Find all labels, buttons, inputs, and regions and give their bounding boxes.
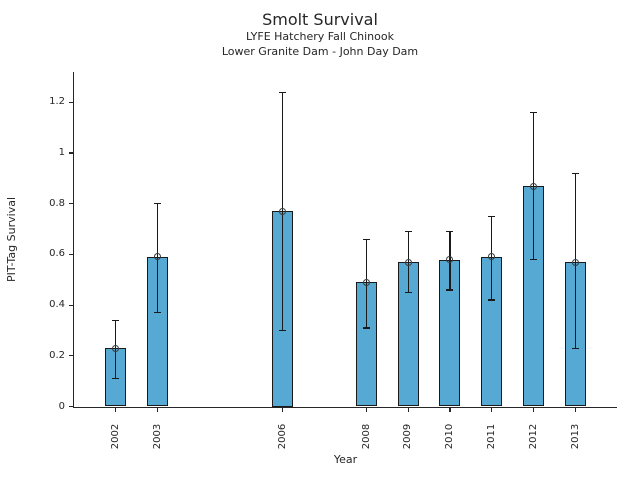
x-axis-label: Year — [333, 453, 358, 466]
marker-2009 — [404, 258, 412, 266]
x-tick-label-text: 2012 — [527, 423, 539, 450]
marker-2006 — [279, 207, 287, 215]
x-tick-label-text: 2011 — [486, 423, 498, 450]
error-cap-bottom-2002 — [112, 378, 120, 380]
y-axis-spine — [72, 72, 74, 408]
x-tick-label: 2006 — [276, 413, 290, 461]
y-tick-mark — [68, 405, 73, 408]
x-tick-label-text: 2013 — [569, 423, 581, 450]
chart-subtitle-line2: Lower Granite Dam - John Day Dam — [221, 45, 419, 58]
x-tick-mark — [449, 407, 451, 412]
y-tick-mark — [68, 152, 73, 154]
error-cap-top-2008 — [362, 238, 370, 240]
x-tick-label: 2008 — [359, 413, 373, 461]
y-tick-mark — [68, 101, 73, 103]
y-tick-label: 0.2 — [49, 349, 65, 361]
y-tick-mark — [68, 203, 73, 205]
marker-2003 — [154, 253, 162, 261]
x-tick-mark — [115, 407, 117, 412]
marker-2011 — [488, 253, 496, 261]
x-tick-label-text: 2006 — [277, 423, 289, 450]
marker-2012 — [529, 182, 537, 190]
x-tick-label: 2013 — [568, 413, 582, 461]
error-cap-bottom-2006 — [279, 329, 287, 332]
y-tick-label: 1 — [58, 147, 65, 159]
x-tick-label: 2003 — [151, 413, 165, 461]
y-tick-label: 0.4 — [49, 299, 65, 311]
x-tick-mark — [282, 407, 284, 412]
marker-2013 — [571, 258, 579, 266]
error-cap-top-2011 — [488, 215, 496, 218]
chart-subtitle-line1: LYFE Hatchery Fall Chinook — [246, 30, 394, 43]
y-tick-mark — [68, 304, 73, 306]
x-tick-label-text: 2002 — [110, 423, 122, 450]
marker-2008 — [362, 278, 370, 286]
y-tick-mark — [68, 253, 73, 256]
x-tick-mark — [574, 407, 576, 412]
error-cap-top-2006 — [279, 91, 287, 93]
x-tick-label: 2011 — [485, 413, 499, 461]
error-cap-bottom-2010 — [446, 289, 454, 291]
x-tick-label-text: 2003 — [152, 423, 164, 450]
marker-2010 — [446, 256, 454, 264]
x-tick-label: 2009 — [401, 413, 415, 461]
x-tick-mark — [365, 407, 367, 412]
error-cap-top-2009 — [404, 231, 412, 233]
error-cap-top-2003 — [154, 203, 162, 205]
marker-2002 — [112, 344, 120, 352]
x-tick-label-text: 2010 — [444, 423, 456, 450]
error-cap-bottom-2003 — [154, 312, 162, 314]
x-axis-spine — [72, 406, 617, 408]
x-tick-label: 2012 — [526, 413, 540, 461]
error-cap-bottom-2008 — [362, 327, 370, 329]
y-tick-label: 0.8 — [49, 197, 65, 209]
error-cap-top-2002 — [112, 319, 120, 322]
x-tick-mark — [407, 407, 409, 412]
x-tick-mark — [491, 407, 493, 412]
x-tick-label: 2002 — [109, 413, 123, 461]
y-tick-label: 1.2 — [49, 96, 65, 108]
x-tick-label: 2010 — [443, 413, 457, 461]
error-cap-top-2010 — [446, 231, 454, 233]
error-cap-top-2013 — [571, 172, 579, 175]
error-cap-bottom-2011 — [488, 299, 496, 301]
y-tick-mark — [68, 355, 73, 357]
x-tick-mark — [156, 407, 159, 412]
x-tick-label-text: 2008 — [360, 423, 372, 450]
x-tick-mark — [532, 407, 535, 412]
chart-title: Smolt Survival — [262, 10, 378, 29]
error-cap-bottom-2013 — [571, 347, 579, 349]
y-tick-label: 0.6 — [49, 248, 65, 260]
x-tick-label-text: 2009 — [402, 423, 414, 450]
error-cap-bottom-2012 — [529, 258, 537, 261]
error-cap-top-2012 — [529, 111, 537, 114]
y-tick-label: 0 — [58, 400, 65, 412]
error-cap-bottom-2009 — [404, 291, 412, 294]
